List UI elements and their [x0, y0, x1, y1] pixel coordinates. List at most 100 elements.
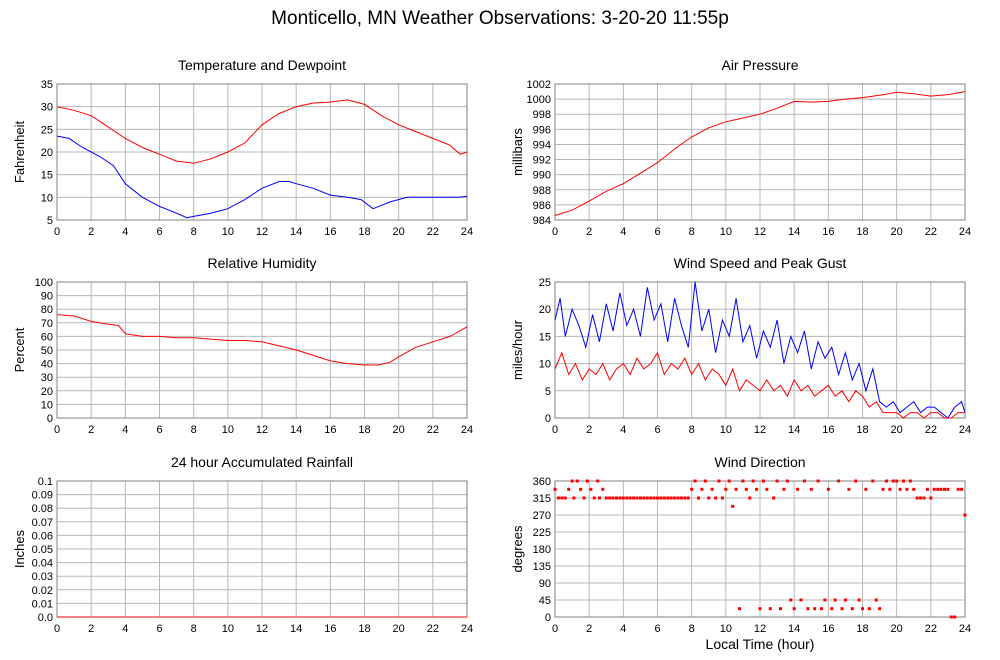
x-tick-label: 16 [822, 623, 834, 635]
x-tick-label: 18 [358, 424, 370, 436]
y-tick-label: 60 [41, 331, 53, 343]
data-point [799, 598, 803, 602]
x-tick-label: 24 [461, 623, 473, 635]
y-tick-label: 40 [41, 359, 53, 371]
x-tick-label: 14 [290, 424, 302, 436]
data-point [700, 487, 704, 491]
x-tick-label: 18 [358, 226, 370, 238]
x-tick-label: 22 [427, 424, 439, 436]
data-point [635, 496, 639, 500]
data-point [861, 607, 864, 611]
data-point [604, 496, 608, 500]
data-point [642, 496, 646, 500]
data-point [679, 496, 683, 500]
y-tick-label: 0 [545, 413, 551, 425]
data-point [960, 487, 964, 491]
data-point [560, 496, 564, 500]
data-point [936, 487, 940, 491]
series-line-0 [56, 99, 468, 164]
y-tick-label: 0.04 [32, 558, 53, 570]
x-tick-label: 20 [393, 623, 405, 635]
x-tick-label: 2 [88, 226, 94, 238]
page-title: Monticello, MN Weather Observations: 3-2… [271, 8, 729, 29]
data-point [919, 496, 923, 500]
x-tick-label: 20 [891, 623, 903, 635]
y-tick-label: 30 [41, 372, 53, 384]
data-point [854, 479, 858, 483]
y-tick-label: 270 [533, 510, 551, 522]
y-tick-label: 998 [533, 109, 551, 121]
data-point [884, 479, 888, 483]
data-point [625, 496, 629, 500]
y-tick-label: 10 [41, 192, 53, 204]
data-point [724, 487, 728, 491]
x-tick-label: 4 [122, 424, 128, 436]
data-point [908, 479, 912, 483]
data-point [615, 496, 618, 500]
y-tick-label: 10 [539, 359, 551, 371]
data-point [608, 496, 612, 500]
data-point [645, 496, 649, 500]
y-tick-label: 30 [41, 102, 53, 114]
data-point [556, 496, 560, 500]
x-tick-label: 14 [788, 424, 800, 436]
x-tick-label: 24 [461, 424, 473, 436]
data-point [690, 487, 694, 491]
data-point [765, 487, 769, 491]
x-tick-label: 4 [620, 424, 626, 436]
data-point [939, 487, 943, 491]
y-tick-label: 360 [533, 476, 551, 488]
x-tick-label: 20 [891, 424, 903, 436]
plot-frame [56, 281, 468, 419]
data-point [673, 496, 677, 500]
x-tick-label: 12 [256, 623, 268, 635]
x-tick-label: 18 [856, 226, 868, 238]
y-tick-label: 990 [533, 170, 551, 182]
data-point [575, 479, 579, 483]
x-tick-label: 8 [689, 424, 695, 436]
y-tick-label: 0.08 [32, 503, 53, 515]
y-tick-label: 10 [41, 399, 53, 411]
data-point [789, 598, 793, 602]
x-tick-label: 2 [88, 623, 94, 635]
y-tick-label: 986 [533, 200, 551, 212]
series-line-0 [554, 91, 966, 216]
x-tick-label: 8 [191, 424, 197, 436]
y-tick-label: 0.1 [38, 476, 53, 488]
data-point [898, 487, 902, 491]
data-point [833, 598, 837, 602]
x-tick-label: 24 [959, 623, 971, 635]
data-point [572, 496, 576, 500]
x-tick-label: 0 [54, 424, 60, 436]
x-tick-label: 14 [788, 623, 800, 635]
x-tick-label: 4 [620, 623, 626, 635]
data-point [823, 598, 827, 602]
data-point [601, 487, 605, 491]
series-line-1 [554, 351, 965, 419]
chart-title: Wind Speed and Peak Gust [674, 255, 847, 271]
x-tick-label: 20 [891, 226, 903, 238]
data-point [589, 487, 593, 491]
y-tick-label: 80 [41, 304, 53, 316]
data-point [830, 607, 834, 611]
data-point [632, 496, 636, 500]
data-point [850, 607, 854, 611]
y-tick-label: 45 [539, 595, 551, 607]
data-point [611, 496, 615, 500]
x-tick-label: 6 [654, 623, 660, 635]
chart-title: Wind Direction [714, 454, 805, 470]
data-point [802, 479, 806, 483]
y-tick-label: 0 [47, 413, 53, 425]
chart-title: Air Pressure [721, 57, 798, 73]
y-tick-label: 90 [41, 291, 53, 303]
x-tick-label: 10 [222, 623, 234, 635]
x-axis-title: Local Time (hour) [705, 636, 815, 652]
data-point [816, 479, 820, 483]
data-point [676, 496, 680, 500]
x-tick-label: 14 [290, 226, 302, 238]
data-point [946, 487, 950, 491]
data-point [891, 479, 895, 483]
